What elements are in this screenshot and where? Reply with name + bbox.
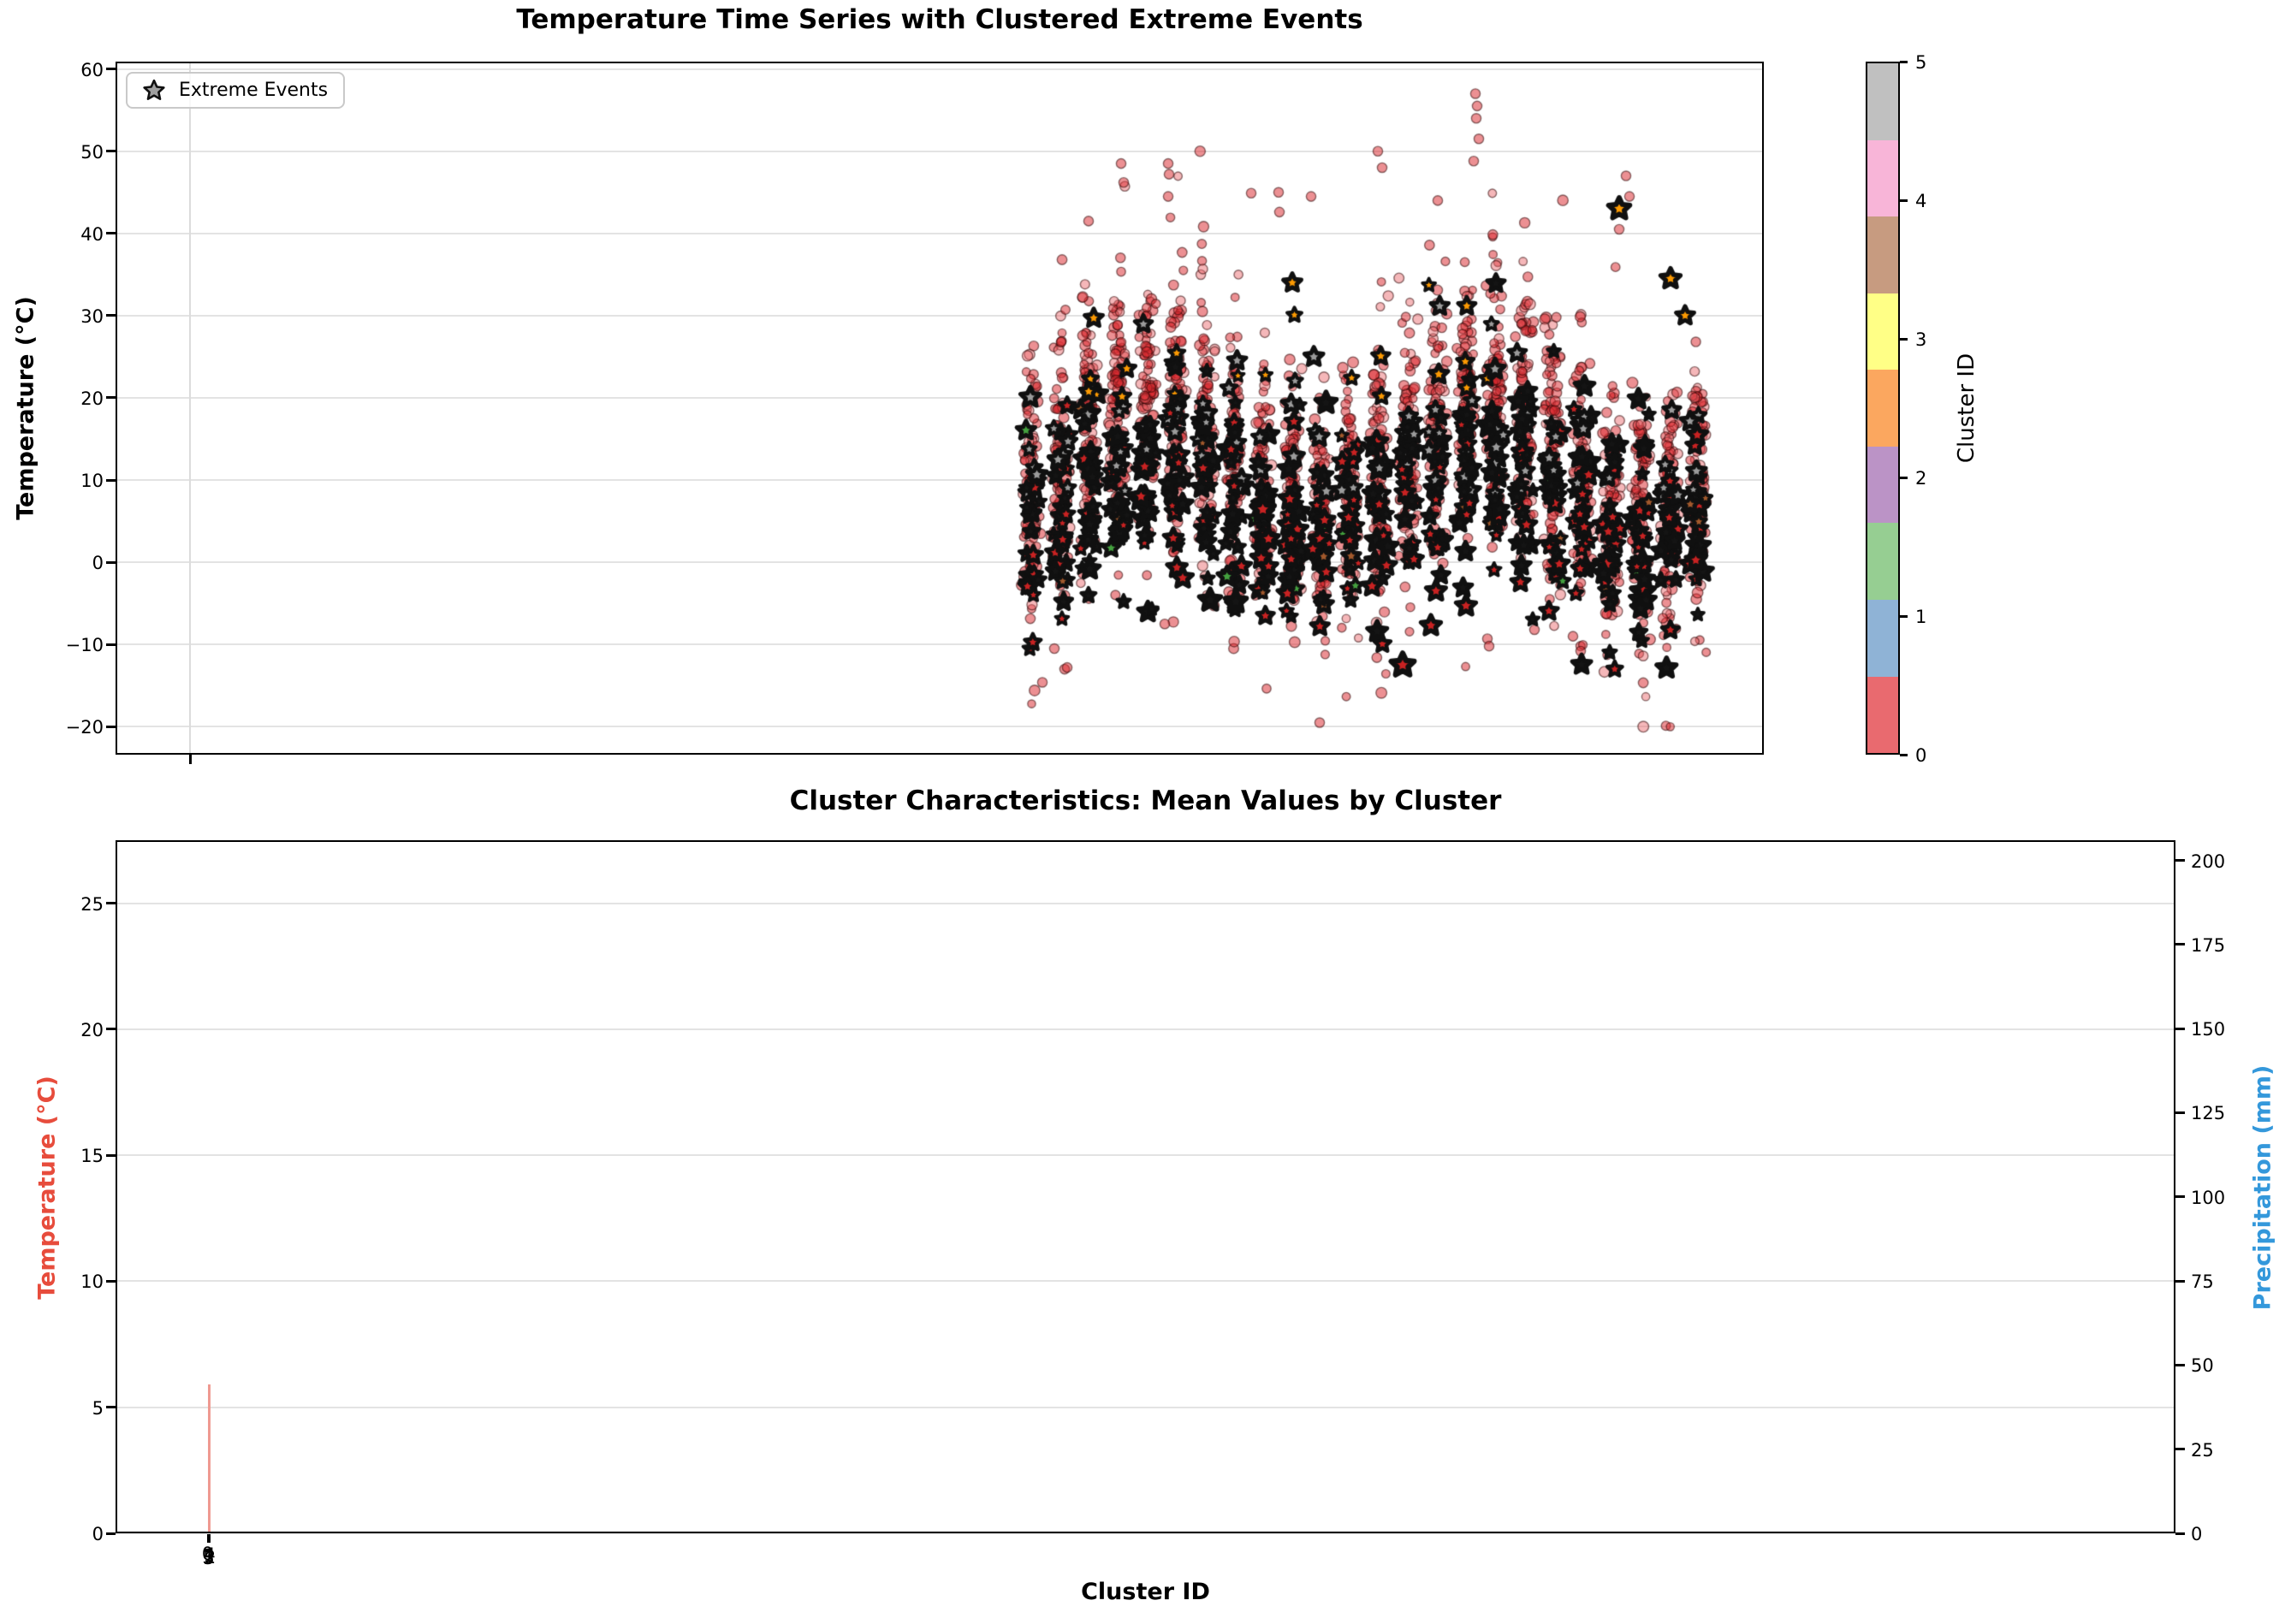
y-tick-label: 75 — [2191, 1271, 2214, 1293]
y-tick-label: 175 — [2191, 934, 2226, 956]
legend: Extreme Events — [126, 72, 346, 109]
y-tick-label: 200 — [2191, 851, 2226, 872]
tick-mark — [2175, 1532, 2185, 1535]
colorbar-label: Cluster ID — [1954, 353, 1979, 464]
colorbar-tick-label: 1 — [1915, 607, 1927, 627]
y-tick-label: −20 — [65, 717, 104, 738]
tick-mark — [2175, 1279, 2185, 1283]
top-chart-title: Temperature Time Series with Clustered E… — [516, 4, 1363, 35]
y-tick-label: 0 — [92, 553, 104, 574]
gridline — [116, 1532, 2175, 1534]
x-tick-label: 1 — [203, 1545, 215, 1566]
y-tick-label: 20 — [80, 1019, 104, 1040]
gridline — [116, 1154, 2175, 1157]
x-tick-label: 2 — [204, 1547, 217, 1568]
top-plot-area — [116, 62, 1764, 755]
bottom-left-y-axis-label: Temperature (°C) — [33, 1076, 61, 1300]
tick-mark — [106, 478, 116, 482]
bottom-plot-area — [116, 840, 2175, 1534]
tick-mark — [2175, 1195, 2185, 1199]
y-tick-label: 10 — [80, 471, 104, 492]
colorbar-tick-label: 2 — [1915, 468, 1927, 489]
y-tick-label: 30 — [80, 305, 104, 327]
gridline — [116, 1406, 2175, 1408]
tick-mark — [1900, 753, 1908, 756]
x-tick-label: 3 — [202, 1547, 214, 1568]
colorbar-tick-label: 4 — [1915, 191, 1927, 211]
x-tick-label: 0 — [201, 1544, 214, 1564]
bottom-plot-spines — [116, 840, 2175, 1533]
tick-mark — [106, 1532, 116, 1535]
tick-mark — [106, 232, 116, 235]
y-tick-label: 5 — [92, 1397, 104, 1419]
tick-mark — [106, 68, 116, 71]
tick-mark — [106, 150, 116, 153]
tick-mark — [106, 1153, 116, 1157]
x-tick-label: 5 — [203, 1548, 215, 1568]
y-tick-label: 25 — [80, 893, 104, 915]
colorbar-segment — [1867, 370, 1898, 447]
scatter-canvas — [116, 62, 1764, 755]
gridline — [116, 1028, 2175, 1030]
bottom-chart-title: Cluster Characteristics: Mean Values by … — [789, 785, 1502, 816]
y-tick-label: 100 — [2191, 1187, 2226, 1208]
bottom-x-axis-label: Cluster ID — [1081, 1579, 1210, 1605]
colorbar-segment — [1867, 63, 1898, 140]
colorbar-tick-label: 0 — [1915, 745, 1927, 766]
y-tick-label: 0 — [2191, 1524, 2203, 1544]
tick-mark — [106, 1028, 116, 1031]
tick-mark — [2175, 1027, 2185, 1030]
tick-mark — [1900, 337, 1908, 341]
tick-mark — [106, 314, 116, 317]
tick-mark — [1900, 60, 1908, 63]
colorbar-segment — [1867, 139, 1898, 217]
y-tick-label: 50 — [2191, 1355, 2214, 1377]
y-tick-label: 0 — [92, 1524, 104, 1544]
y-tick-label: 150 — [2191, 1019, 2226, 1040]
colorbar-segment — [1867, 216, 1898, 293]
star-icon — [143, 80, 165, 100]
tick-mark — [106, 643, 116, 646]
colorbar-segment — [1867, 523, 1898, 600]
tick-mark — [106, 725, 116, 728]
y-tick-label: 60 — [80, 59, 104, 80]
colorbar-tick-label: 5 — [1915, 52, 1927, 73]
tick-mark — [1900, 614, 1908, 618]
y-tick-label: 25 — [2191, 1439, 2214, 1461]
colorbar-segment — [1867, 599, 1898, 677]
colorbar — [1866, 62, 1900, 755]
legend-label: Extreme Events — [179, 80, 329, 101]
tick-mark — [106, 396, 116, 400]
tick-mark — [2175, 1363, 2185, 1366]
tick-mark — [106, 560, 116, 564]
y-tick-label: 10 — [80, 1271, 104, 1293]
tick-mark — [106, 1279, 116, 1283]
colorbar-tick-label: 3 — [1915, 329, 1927, 350]
gridline — [116, 902, 2175, 904]
colorbar-segment — [1867, 446, 1898, 524]
tick-mark — [1900, 199, 1908, 202]
y-tick-label: 125 — [2191, 1103, 2226, 1124]
gridline — [116, 1280, 2175, 1283]
x-tick-label: 4 — [204, 1544, 216, 1565]
temperature-mean-bar — [207, 1384, 211, 1532]
tick-mark — [1900, 476, 1908, 479]
y-tick-label: 40 — [80, 223, 104, 245]
bottom-right-y-axis-label: Precipitation (mm) — [2249, 1064, 2276, 1311]
y-tick-label: −10 — [65, 635, 104, 656]
tick-mark — [2175, 1111, 2185, 1114]
tick-mark — [188, 755, 192, 764]
colorbar-segment — [1867, 676, 1898, 754]
tick-mark — [106, 1406, 116, 1409]
tick-mark — [106, 902, 116, 905]
tick-mark — [2175, 859, 2185, 862]
tick-mark — [2175, 1448, 2185, 1451]
y-tick-label: 20 — [80, 388, 104, 409]
tick-mark — [2175, 943, 2185, 946]
y-tick-label: 15 — [80, 1146, 104, 1167]
y-tick-label: 50 — [80, 141, 104, 163]
tick-mark — [207, 1533, 211, 1543]
colorbar-segment — [1867, 293, 1898, 370]
